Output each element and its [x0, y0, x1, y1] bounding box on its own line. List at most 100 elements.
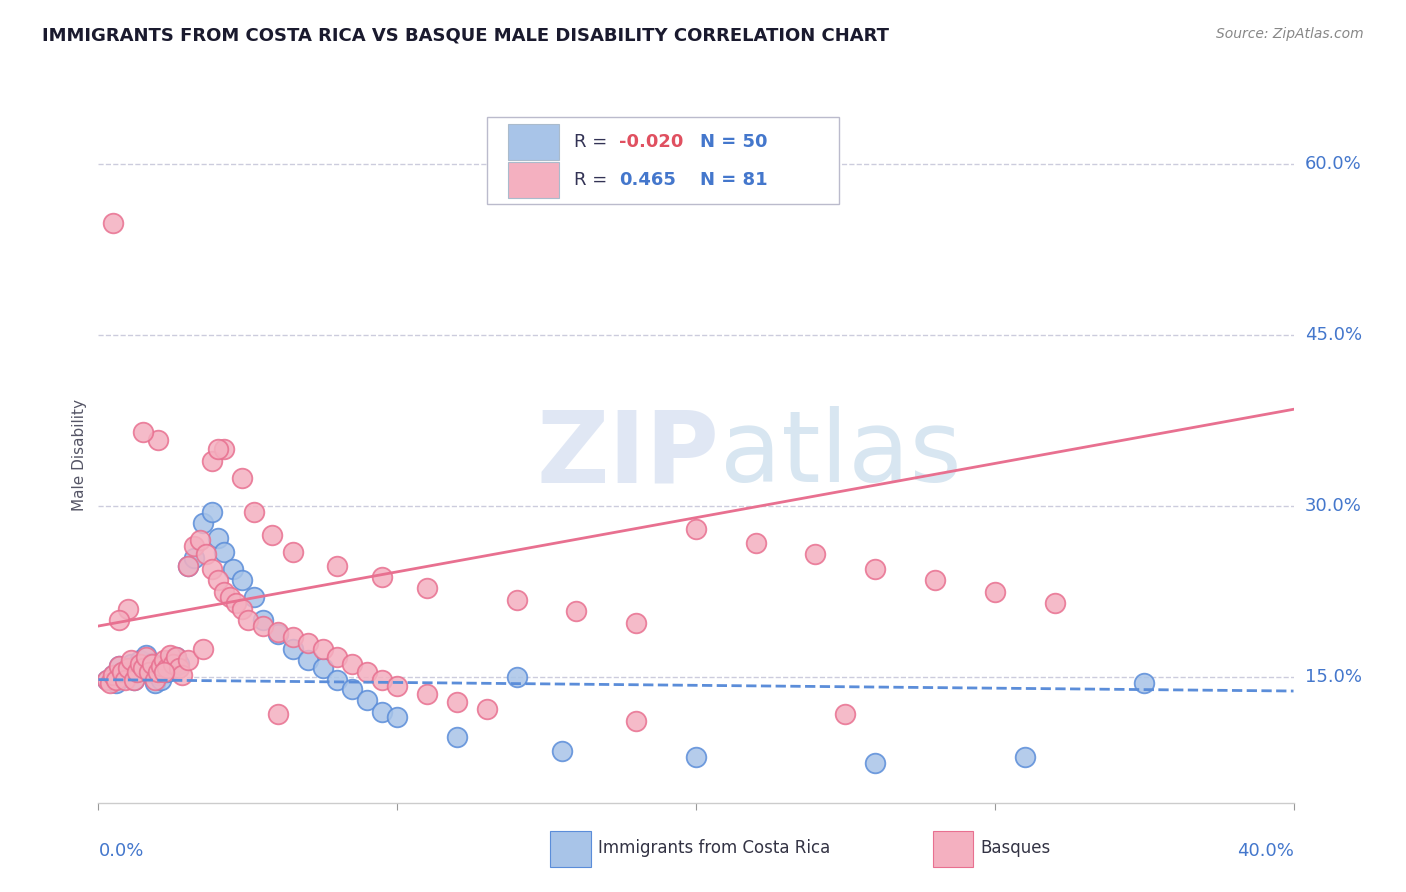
Point: [132, 425, 155, 439]
Point: [183, 539, 205, 553]
Point: [132, 661, 155, 675]
Point: [231, 471, 253, 485]
Text: atlas: atlas: [720, 407, 962, 503]
Point: [267, 627, 290, 641]
Point: [108, 659, 131, 673]
Point: [135, 648, 157, 662]
Text: N = 81: N = 81: [700, 171, 768, 189]
Point: [172, 668, 194, 682]
Point: [624, 714, 647, 728]
Point: [188, 533, 211, 548]
Point: [153, 653, 176, 667]
Point: [924, 574, 946, 588]
Point: [1014, 750, 1036, 764]
Point: [207, 574, 229, 588]
Point: [120, 657, 142, 671]
Point: [624, 615, 647, 630]
Point: [231, 602, 253, 616]
Point: [141, 657, 163, 671]
Text: 45.0%: 45.0%: [1305, 326, 1362, 344]
Point: [685, 750, 707, 764]
Point: [114, 670, 136, 684]
Point: [143, 673, 166, 687]
Point: [385, 680, 409, 694]
Point: [297, 653, 319, 667]
Text: R =: R =: [574, 133, 613, 151]
Text: N = 50: N = 50: [700, 133, 768, 151]
Text: 0.465: 0.465: [620, 171, 676, 189]
Point: [745, 535, 768, 549]
Point: [267, 624, 290, 639]
Text: ZIP: ZIP: [537, 407, 720, 503]
Point: [222, 562, 245, 576]
FancyBboxPatch shape: [550, 830, 591, 867]
Point: [162, 657, 184, 671]
Point: [446, 730, 468, 744]
Point: [105, 676, 128, 690]
Point: [212, 442, 235, 457]
FancyBboxPatch shape: [509, 162, 558, 198]
Point: [356, 693, 378, 707]
Point: [231, 574, 253, 588]
Point: [127, 665, 149, 679]
Point: [138, 665, 160, 679]
Point: [108, 613, 131, 627]
Point: [117, 661, 139, 675]
Point: [1133, 676, 1156, 690]
Text: 40.0%: 40.0%: [1237, 842, 1294, 860]
Point: [127, 665, 149, 679]
Point: [550, 744, 572, 758]
Point: [141, 656, 163, 670]
Point: [236, 613, 259, 627]
Point: [201, 562, 224, 576]
Point: [207, 442, 229, 457]
Text: 30.0%: 30.0%: [1305, 497, 1361, 516]
Y-axis label: Male Disability: Male Disability: [72, 399, 87, 511]
Point: [103, 216, 125, 230]
Point: [983, 584, 1005, 599]
Point: [96, 673, 118, 687]
Text: 0.0%: 0.0%: [98, 842, 143, 860]
Point: [311, 641, 333, 656]
Point: [150, 659, 173, 673]
Point: [167, 657, 190, 671]
Point: [103, 668, 125, 682]
Point: [281, 545, 304, 559]
FancyBboxPatch shape: [486, 118, 839, 204]
Point: [865, 756, 887, 770]
Point: [281, 641, 304, 656]
Point: [201, 453, 224, 467]
FancyBboxPatch shape: [509, 124, 558, 160]
Text: -0.020: -0.020: [620, 133, 683, 151]
Point: [191, 641, 214, 656]
Point: [148, 668, 170, 682]
Point: [565, 604, 588, 618]
Point: [356, 665, 378, 679]
Point: [183, 550, 205, 565]
Point: [159, 653, 181, 667]
Point: [201, 505, 224, 519]
Point: [156, 665, 179, 679]
Point: [297, 636, 319, 650]
Point: [148, 665, 170, 679]
Point: [117, 661, 139, 675]
Point: [326, 649, 349, 664]
Point: [111, 665, 134, 679]
Point: [117, 602, 139, 616]
Point: [506, 670, 529, 684]
Point: [165, 649, 187, 664]
Text: 60.0%: 60.0%: [1305, 155, 1361, 173]
Point: [191, 516, 214, 531]
Point: [148, 433, 170, 447]
Point: [177, 558, 200, 573]
Point: [177, 653, 200, 667]
Point: [212, 545, 235, 559]
FancyBboxPatch shape: [932, 830, 973, 867]
Point: [371, 570, 394, 584]
Point: [159, 648, 181, 662]
Point: [326, 673, 349, 687]
Point: [153, 659, 176, 673]
Point: [153, 665, 176, 679]
Point: [371, 705, 394, 719]
Point: [804, 547, 827, 561]
